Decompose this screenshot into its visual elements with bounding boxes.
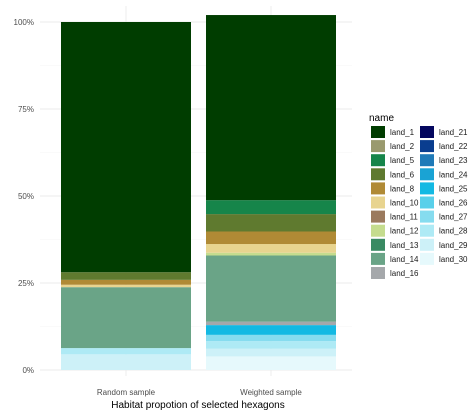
legend-item: land_11 — [371, 210, 418, 223]
legend-item: land_28 — [420, 224, 468, 237]
legend-key — [420, 224, 434, 237]
legend-label: land_13 — [390, 241, 419, 250]
y-tick-label: 0% — [22, 366, 34, 375]
legend-label: land_25 — [439, 184, 468, 193]
legend-label: land_24 — [439, 170, 468, 179]
legend-key — [371, 182, 385, 195]
legend-label: land_29 — [439, 241, 468, 250]
bar-segment-land_1 — [206, 15, 336, 201]
legend-key — [420, 210, 434, 223]
legend-key — [420, 140, 434, 153]
legend-key — [371, 210, 385, 223]
bar-segment-land_12 — [206, 252, 336, 256]
legend-label: land_16 — [390, 269, 419, 278]
legend-label: land_12 — [390, 227, 419, 236]
bar-segment-land_5 — [206, 200, 336, 215]
legend-item: land_2 — [371, 140, 415, 153]
legend-label: land_6 — [390, 170, 415, 179]
legend-item: land_29 — [420, 238, 468, 251]
legend-title: name — [369, 113, 394, 124]
legend-item: land_30 — [420, 252, 468, 265]
bar-stack — [61, 22, 191, 370]
legend-key — [420, 238, 434, 251]
legend-label: land_2 — [390, 142, 415, 151]
bar-segment-land_6 — [206, 214, 336, 232]
x-tick-label: Weighted sample — [240, 388, 302, 397]
legend-label: land_21 — [439, 128, 468, 137]
legend-item: land_13 — [371, 238, 419, 251]
legend-item: land_5 — [371, 154, 415, 167]
legend-label: land_27 — [439, 213, 468, 222]
bar-segment-land_28 — [206, 341, 336, 349]
y-tick-label: 75% — [18, 105, 34, 114]
bar-segment-land_8 — [61, 279, 191, 285]
bar-segment-land_1 — [61, 22, 191, 273]
legend-key — [420, 252, 434, 265]
bar-segment-land_14 — [61, 287, 191, 349]
legend-label: land_23 — [439, 156, 468, 165]
bar-segment-land_10 — [61, 284, 191, 288]
bar-segment-land_30 — [206, 356, 336, 370]
legend-key — [371, 224, 385, 237]
bar-segment-land_29 — [61, 354, 191, 370]
bar-segment-land_6 — [61, 272, 191, 280]
legend-item: land_24 — [420, 168, 468, 181]
legend-label: land_30 — [439, 255, 468, 264]
legend-key — [371, 238, 385, 251]
legend-item: land_12 — [371, 224, 419, 237]
legend-key — [420, 168, 434, 181]
bar-segment-land_10 — [206, 244, 336, 253]
legend-label: land_1 — [390, 128, 415, 137]
x-axis-title: Habitat propotion of selected hexagons — [111, 400, 284, 411]
y-tick-label: 50% — [18, 192, 34, 201]
legend-item: land_8 — [371, 182, 415, 195]
legend-item: land_27 — [420, 210, 468, 223]
bar-segment-land_29 — [206, 348, 336, 357]
legend-item: land_25 — [420, 182, 468, 195]
legend-item: land_23 — [420, 154, 468, 167]
bar-stack — [206, 15, 336, 370]
legend-item: land_14 — [371, 252, 419, 265]
legend-key — [371, 154, 385, 167]
legend-key — [420, 196, 434, 209]
legend-label: land_14 — [390, 255, 419, 264]
legend-item: land_16 — [371, 267, 419, 279]
legend-key — [371, 196, 385, 209]
y-tick-label: 25% — [18, 279, 34, 288]
legend-label: land_28 — [439, 227, 468, 236]
legend-key — [371, 252, 385, 265]
legend-label: land_10 — [390, 199, 419, 208]
legend-item: land_26 — [420, 196, 468, 209]
bar-segment-land_25 — [206, 325, 336, 335]
x-axis-tick-labels: Random sample Weighted sample — [97, 388, 303, 397]
y-tick-label: 100% — [14, 18, 34, 27]
bar-segment-land_14 — [206, 255, 336, 322]
legend-key — [371, 140, 385, 153]
legend-key — [371, 126, 385, 138]
legend-item: land_22 — [420, 140, 468, 153]
y-axis-tick-labels: 0% 25% 50% 75% 100% — [14, 18, 34, 375]
legend-item: land_1 — [371, 126, 415, 138]
legend-label: land_5 — [390, 156, 415, 165]
legend-key — [420, 126, 434, 138]
legend-key — [420, 182, 434, 195]
legend-key — [371, 168, 385, 181]
legend-label: land_22 — [439, 142, 468, 151]
bar-segment-land_27 — [206, 334, 336, 342]
legend: name land_1 land_2 land_5 land_6 land_8 land_… — [369, 113, 468, 279]
legend-label: land_26 — [439, 199, 468, 208]
bar-stacks — [61, 15, 336, 370]
legend-key — [420, 154, 434, 167]
bar-segment-land_28 — [61, 348, 191, 355]
legend-key — [371, 267, 385, 279]
bar-segment-land_8 — [206, 231, 336, 245]
bar-segment-land_16 — [206, 321, 336, 326]
legend-label: land_11 — [390, 213, 418, 222]
legend-item: land_21 — [420, 126, 468, 138]
legend-item: land_10 — [371, 196, 419, 209]
legend-label: land_8 — [390, 184, 415, 193]
legend-item: land_6 — [371, 168, 415, 181]
x-tick-label: Random sample — [97, 388, 156, 397]
